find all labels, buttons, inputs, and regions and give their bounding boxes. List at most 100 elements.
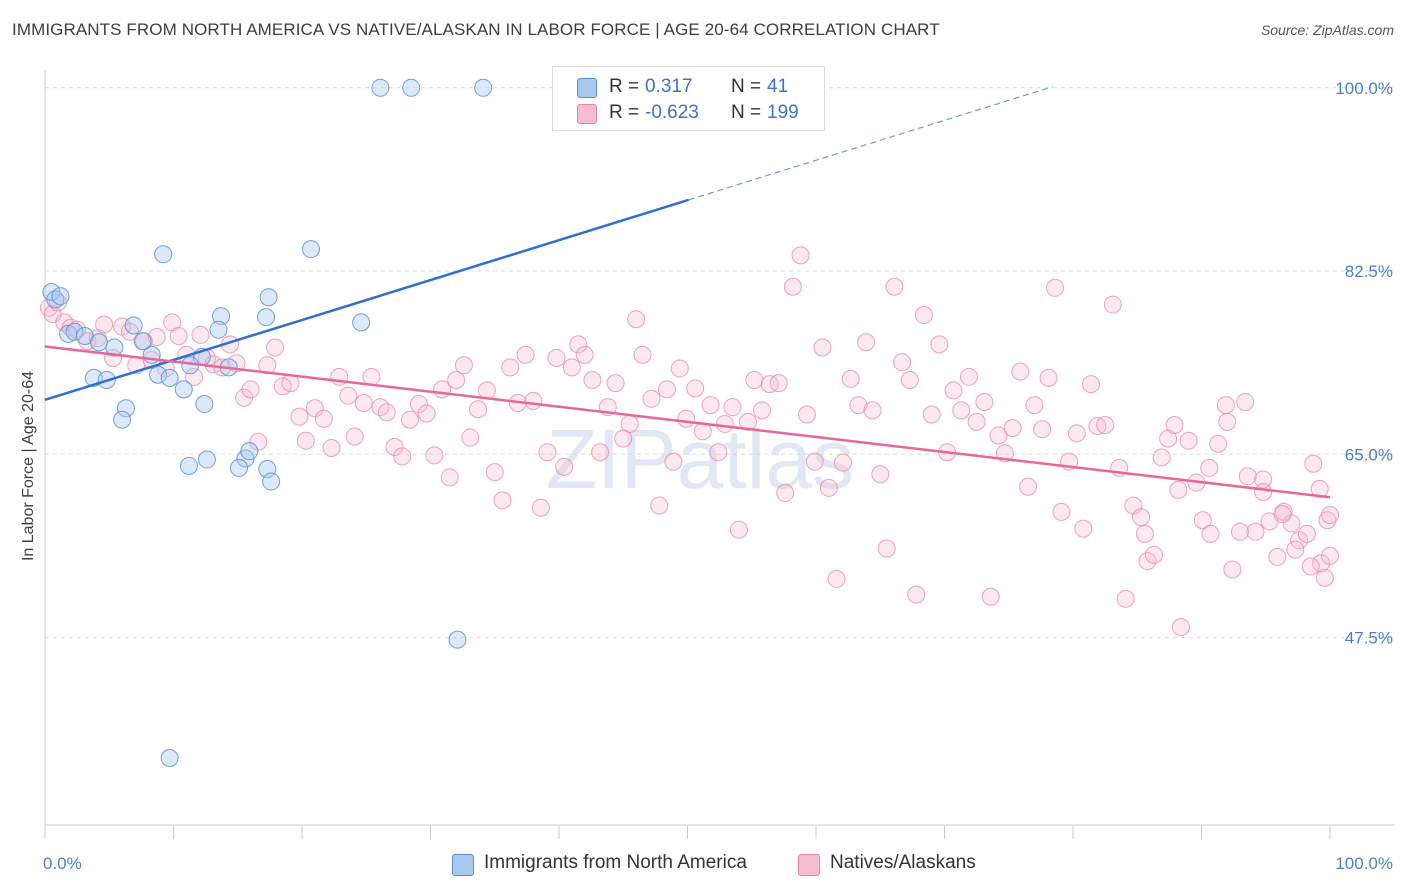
data-point-natives xyxy=(258,356,277,375)
data-point-natives xyxy=(745,370,764,389)
data-point-natives xyxy=(1003,419,1022,438)
data-point-natives xyxy=(1067,424,1086,443)
data-point-natives xyxy=(709,443,728,462)
data-point-natives xyxy=(1033,420,1052,439)
legend-row-immigrants: R = 0.317 N = 41 xyxy=(553,76,824,100)
data-point-natives xyxy=(266,338,285,357)
y-tick-labels: 100.0% 82.5% 65.0% 47.5% xyxy=(1335,79,1393,648)
data-point-natives xyxy=(501,358,520,377)
data-point-natives xyxy=(1039,368,1058,387)
data-point-natives xyxy=(900,370,919,389)
data-point-immigrants xyxy=(474,78,493,97)
data-point-natives xyxy=(1011,362,1030,381)
data-point-natives xyxy=(798,405,817,424)
data-point-natives xyxy=(1019,477,1038,496)
data-point-natives xyxy=(819,478,838,497)
data-point-natives xyxy=(591,443,610,462)
data-point-natives xyxy=(686,379,705,398)
legend-r-value: 0.317 xyxy=(645,76,693,97)
x-tick-label: 0.0% xyxy=(43,854,82,873)
data-point-natives xyxy=(78,332,97,351)
data-point-natives xyxy=(547,348,566,367)
data-point-natives xyxy=(562,358,581,377)
data-point-natives xyxy=(1096,415,1115,434)
data-point-natives xyxy=(440,468,459,487)
data-point-immigrants xyxy=(160,748,179,767)
data-point-natives xyxy=(425,446,444,465)
data-point-immigrants xyxy=(257,308,276,327)
data-point-natives xyxy=(169,326,188,345)
grid-lines xyxy=(45,87,1395,639)
data-point-natives xyxy=(447,370,466,389)
data-point-natives xyxy=(393,447,412,466)
data-point-immigrants xyxy=(209,320,228,339)
data-point-natives xyxy=(339,386,358,405)
data-point-immigrants xyxy=(65,322,84,341)
data-point-natives xyxy=(729,520,748,539)
source-label: Source: ZipAtlas.com xyxy=(1260,22,1394,38)
data-point-immigrants xyxy=(402,78,421,97)
data-point-immigrants xyxy=(195,395,214,414)
data-point-natives xyxy=(1318,511,1337,530)
data-point-immigrants xyxy=(259,288,278,307)
data-point-natives xyxy=(606,374,625,393)
data-point-natives xyxy=(1315,568,1334,587)
data-point-natives xyxy=(1132,508,1151,527)
data-point-immigrants xyxy=(105,338,124,357)
data-point-immigrants xyxy=(212,307,231,326)
data-point-natives xyxy=(1218,412,1237,431)
data-point-natives xyxy=(454,356,473,375)
data-point-natives xyxy=(930,335,949,354)
data-point-natives xyxy=(1074,519,1093,538)
data-point-natives xyxy=(1103,295,1122,314)
data-point-natives xyxy=(975,392,994,411)
data-point-natives xyxy=(805,452,824,471)
data-point-natives xyxy=(1273,504,1292,523)
data-point-natives xyxy=(871,465,890,484)
data-point-natives xyxy=(1201,524,1220,543)
data-point-natives xyxy=(776,484,795,503)
data-point-natives xyxy=(633,345,652,364)
legend-swatch-immigrants xyxy=(452,854,474,876)
axes xyxy=(44,70,1395,839)
y-tick-label: 100.0% xyxy=(1335,79,1393,98)
data-point-natives xyxy=(417,404,436,423)
trend-lines xyxy=(44,86,1331,499)
data-point-natives xyxy=(1254,470,1273,489)
data-point-natives xyxy=(664,452,683,471)
data-point-natives xyxy=(701,396,720,415)
data-point-natives xyxy=(959,367,978,386)
data-point-natives xyxy=(738,412,757,431)
data-point-natives xyxy=(241,380,260,399)
data-point-natives xyxy=(1081,375,1100,394)
data-point-natives xyxy=(1171,618,1190,637)
data-point-natives xyxy=(989,426,1008,445)
legend-label-immigrants: Immigrants from North America xyxy=(484,852,747,873)
data-point-natives xyxy=(833,453,852,472)
data-point-natives xyxy=(345,427,364,446)
data-point-natives xyxy=(753,401,772,420)
data-point-natives xyxy=(827,569,846,588)
data-point-natives xyxy=(538,443,557,462)
legend-n-value: 199 xyxy=(767,102,799,123)
data-point-natives xyxy=(877,539,896,558)
data-point-natives xyxy=(555,457,574,476)
data-point-natives xyxy=(485,463,504,482)
data-point-natives xyxy=(385,437,404,456)
data-point-natives xyxy=(1216,396,1235,415)
data-point-immigrants xyxy=(149,365,168,384)
data-point-natives xyxy=(1268,547,1287,566)
data-point-immigrants xyxy=(301,240,320,259)
data-point-natives xyxy=(1321,546,1339,565)
data-point-natives xyxy=(1052,502,1071,521)
natives-points xyxy=(39,246,1339,637)
data-point-natives xyxy=(1297,524,1316,543)
data-point-natives xyxy=(532,498,551,517)
x-tick-labels: 0.0% 100.0% xyxy=(43,854,1393,873)
data-point-natives xyxy=(1116,589,1135,608)
legend-r-label: R = xyxy=(609,102,640,123)
y-tick-label: 47.5% xyxy=(1345,629,1393,648)
data-point-natives xyxy=(461,428,480,447)
data-point-natives xyxy=(1135,524,1154,543)
data-point-natives xyxy=(493,491,512,510)
